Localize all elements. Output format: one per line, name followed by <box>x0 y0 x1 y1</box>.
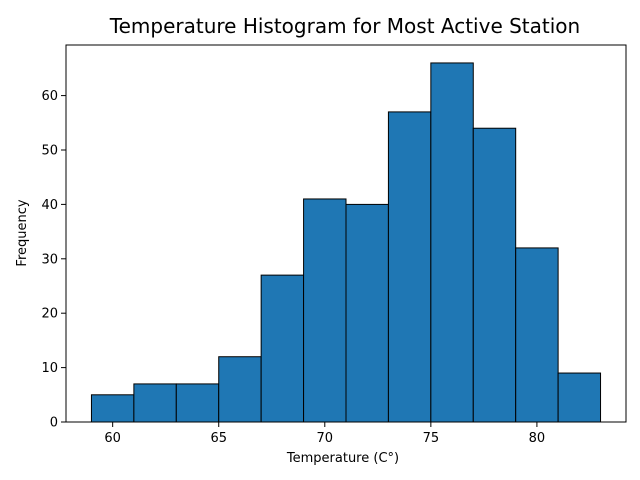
histogram-bar-4 <box>260 274 305 423</box>
y-tick-label: 0 <box>50 416 58 431</box>
plot-frame <box>65 44 627 423</box>
histogram-bar-0 <box>90 394 135 423</box>
bars-group <box>90 62 602 423</box>
y-tick-label: 50 <box>41 143 58 158</box>
histogram-bar-5 <box>303 198 347 423</box>
y-tick-label: 10 <box>41 361 58 376</box>
y-tick-label: 40 <box>41 198 58 213</box>
histogram-bar-7 <box>387 111 432 423</box>
y-tick-label: 20 <box>41 307 58 322</box>
histogram-bar-11 <box>557 372 602 423</box>
x-axis-label: Temperature (C°) <box>286 451 399 466</box>
y-axis-label: Frequency <box>15 199 30 266</box>
histogram-bar-9 <box>472 127 517 423</box>
y-tick-label: 60 <box>41 89 58 104</box>
histogram-bar-8 <box>430 62 474 423</box>
y-tick-label: 30 <box>41 252 58 267</box>
histogram-bar-3 <box>218 356 262 423</box>
x-tick-label: 60 <box>104 431 121 446</box>
chart-title: Temperature Histogram for Most Active St… <box>109 14 580 38</box>
y-ticks-group: 0 10 20 30 40 50 60 <box>41 89 66 431</box>
axes-group <box>65 44 627 423</box>
x-tick-label: 70 <box>317 431 334 446</box>
x-tick-label: 65 <box>210 431 227 446</box>
x-ticks-group: 60 65 70 75 80 <box>104 422 545 446</box>
histogram-bar-10 <box>515 247 559 423</box>
histogram-bar-1 <box>133 383 177 423</box>
histogram-bar-2 <box>175 383 220 423</box>
histogram-bar-6 <box>345 203 389 423</box>
x-tick-label: 75 <box>423 431 440 446</box>
x-tick-label: 80 <box>529 431 546 446</box>
